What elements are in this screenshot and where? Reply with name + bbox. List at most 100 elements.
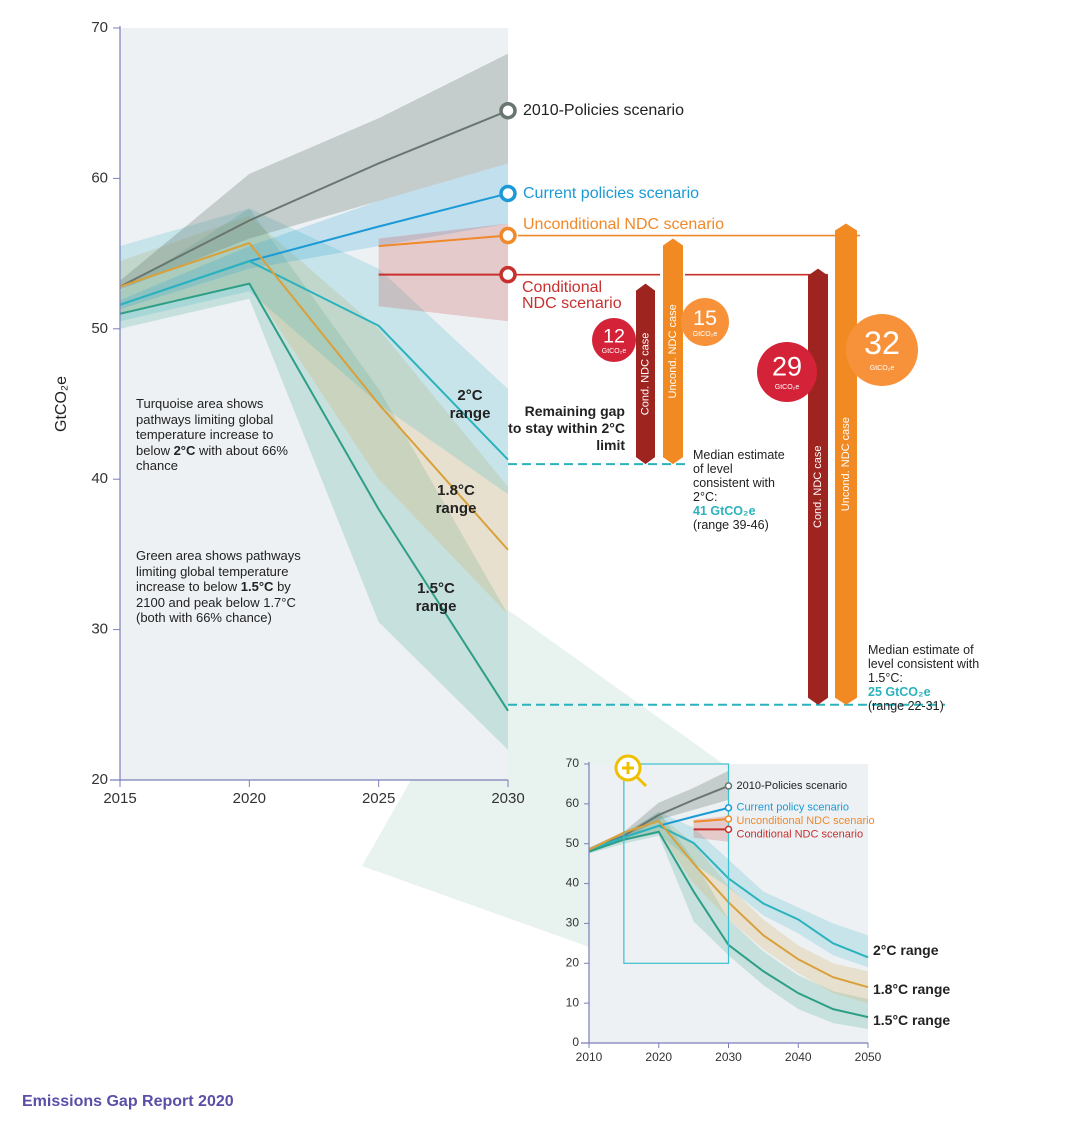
range-band bbox=[120, 216, 508, 615]
gap-bar bbox=[663, 238, 683, 465]
series-line bbox=[119, 282, 509, 712]
target-note-text: Median estimate of level consistent with… bbox=[868, 643, 980, 685]
y-tick-label: 10 bbox=[566, 995, 580, 1009]
x-tick-label: 2020 bbox=[233, 790, 266, 807]
y-axis-title: GtCO₂e bbox=[53, 376, 70, 432]
series-marker bbox=[724, 782, 733, 790]
y-tick-label: 30 bbox=[91, 621, 108, 638]
series-line bbox=[119, 260, 509, 461]
gap-unit: GtCO₂e bbox=[775, 384, 800, 391]
range-band bbox=[120, 208, 508, 495]
series-label: Unconditional NDC scenario bbox=[523, 216, 724, 233]
area-note: Green area shows pathways limiting globa… bbox=[136, 548, 304, 626]
y-tick-label: 70 bbox=[566, 756, 580, 770]
range-band bbox=[120, 208, 508, 750]
area-note-part: by 2100 and peak below 1.7°C (both with … bbox=[136, 579, 296, 625]
range-band bbox=[120, 53, 508, 290]
y-tick-label: 70 bbox=[91, 19, 108, 36]
magnifier-plus bbox=[622, 762, 648, 788]
series-marker bbox=[724, 815, 733, 823]
series-marker bbox=[499, 265, 517, 284]
gap-badge bbox=[846, 314, 918, 386]
area-note-part: Turquoise area shows pathways limiting g… bbox=[136, 396, 274, 458]
range-label: 1.8°C range bbox=[873, 981, 950, 997]
range-label: 2°C range bbox=[449, 387, 491, 422]
zoom-frame bbox=[623, 763, 730, 964]
gap-badge bbox=[757, 342, 817, 402]
y-tick-label: 50 bbox=[566, 836, 580, 850]
series-label: 2010-Policies scenario bbox=[523, 102, 684, 119]
y-tick-label: 60 bbox=[566, 796, 580, 810]
gap-bar-label: Cond. NDC case bbox=[812, 445, 824, 528]
target-value-label: 41 GtCO₂e bbox=[693, 504, 756, 518]
gap-unit: GtCO₂e bbox=[693, 331, 718, 338]
area-note: Turquoise area shows pathways limiting g… bbox=[136, 396, 304, 474]
series-label: Conditional NDC scenario bbox=[522, 279, 622, 312]
gap-value: 12 bbox=[603, 326, 625, 348]
series-marker bbox=[724, 825, 733, 834]
gap-badge bbox=[681, 298, 729, 346]
series-line bbox=[378, 234, 509, 248]
gap-bar-label: Uncond. NDC case bbox=[840, 417, 852, 511]
x-tick-label: 2020 bbox=[645, 1050, 672, 1064]
gap-value: 29 bbox=[772, 352, 802, 382]
gap-bar-label: Cond. NDC case bbox=[639, 333, 651, 416]
range-label: 2°C range bbox=[873, 942, 939, 958]
range-band bbox=[589, 770, 729, 852]
y-tick-label: 60 bbox=[91, 169, 108, 186]
series-label: Conditional NDC scenario bbox=[737, 828, 864, 840]
range-band bbox=[378, 223, 508, 322]
series-label: Current policies scenario bbox=[523, 185, 699, 202]
series-marker bbox=[724, 804, 733, 812]
gap-unit: GtCO₂e bbox=[870, 365, 895, 372]
target-range: (range 39-46) bbox=[693, 518, 769, 532]
target-note: Median estimate of level consistent with… bbox=[868, 643, 986, 713]
target-note-text: Median estimate of level consistent with… bbox=[693, 448, 785, 504]
target-note: Median estimate of level consistent with… bbox=[693, 448, 788, 532]
x-tick-label: 2025 bbox=[362, 790, 395, 807]
x-tick-label: 2030 bbox=[491, 790, 524, 807]
range-label: 1.8°C range bbox=[435, 482, 477, 517]
y-tick-label: 0 bbox=[572, 1035, 579, 1049]
series-line bbox=[119, 241, 509, 551]
gap-value: 15 bbox=[693, 305, 717, 330]
target-value-label: 25 GtCO₂e bbox=[868, 685, 931, 699]
series-label: Unconditional NDC scenario bbox=[737, 815, 875, 827]
series-line bbox=[693, 818, 729, 823]
footer: Emissions Gap Report 2020 bbox=[22, 1093, 234, 1110]
y-tick-label: 20 bbox=[91, 771, 108, 788]
area-note-part: with about 66% chance bbox=[136, 442, 288, 474]
series-label: Current policy scenario bbox=[737, 802, 850, 814]
range-band bbox=[589, 811, 868, 968]
gap-unit: GtCO₂e bbox=[602, 348, 627, 355]
gap-badge bbox=[592, 318, 636, 362]
x-tick-label: 2015 bbox=[103, 790, 136, 807]
area-note-part: 1.5°C bbox=[240, 579, 274, 594]
series-line bbox=[119, 109, 509, 288]
series-label: 2010-Policies scenario bbox=[737, 780, 848, 792]
gap-bar-label: Uncond. NDC case bbox=[667, 304, 679, 398]
target-range: (range 22-31) bbox=[868, 699, 944, 713]
series-marker bbox=[499, 226, 517, 245]
gap-bar bbox=[636, 283, 655, 465]
x-tick-label: 2040 bbox=[785, 1050, 812, 1064]
x-tick-label: 2050 bbox=[855, 1050, 882, 1064]
plot-background bbox=[120, 28, 508, 780]
y-tick-label: 40 bbox=[566, 876, 580, 890]
x-tick-label: 2010 bbox=[576, 1050, 603, 1064]
range-label: 1.5°C range bbox=[415, 580, 457, 615]
gap-value: 32 bbox=[864, 325, 900, 361]
area-note-part: Green area shows pathways limiting globa… bbox=[136, 548, 301, 594]
x-tick-label: 2030 bbox=[715, 1050, 742, 1064]
y-tick-label: 20 bbox=[566, 955, 580, 969]
series-marker bbox=[499, 184, 517, 203]
area-note-part: 2°C bbox=[173, 442, 196, 458]
series-line bbox=[588, 784, 729, 851]
range-label: 1.5°C range bbox=[873, 1012, 950, 1028]
gap-annotation: Remaining gap to stay within 2°C limit bbox=[508, 403, 625, 453]
y-tick-label: 40 bbox=[91, 470, 108, 487]
series-marker bbox=[499, 101, 517, 120]
y-tick-label: 50 bbox=[91, 320, 108, 337]
y-tick-label: 30 bbox=[566, 916, 580, 930]
